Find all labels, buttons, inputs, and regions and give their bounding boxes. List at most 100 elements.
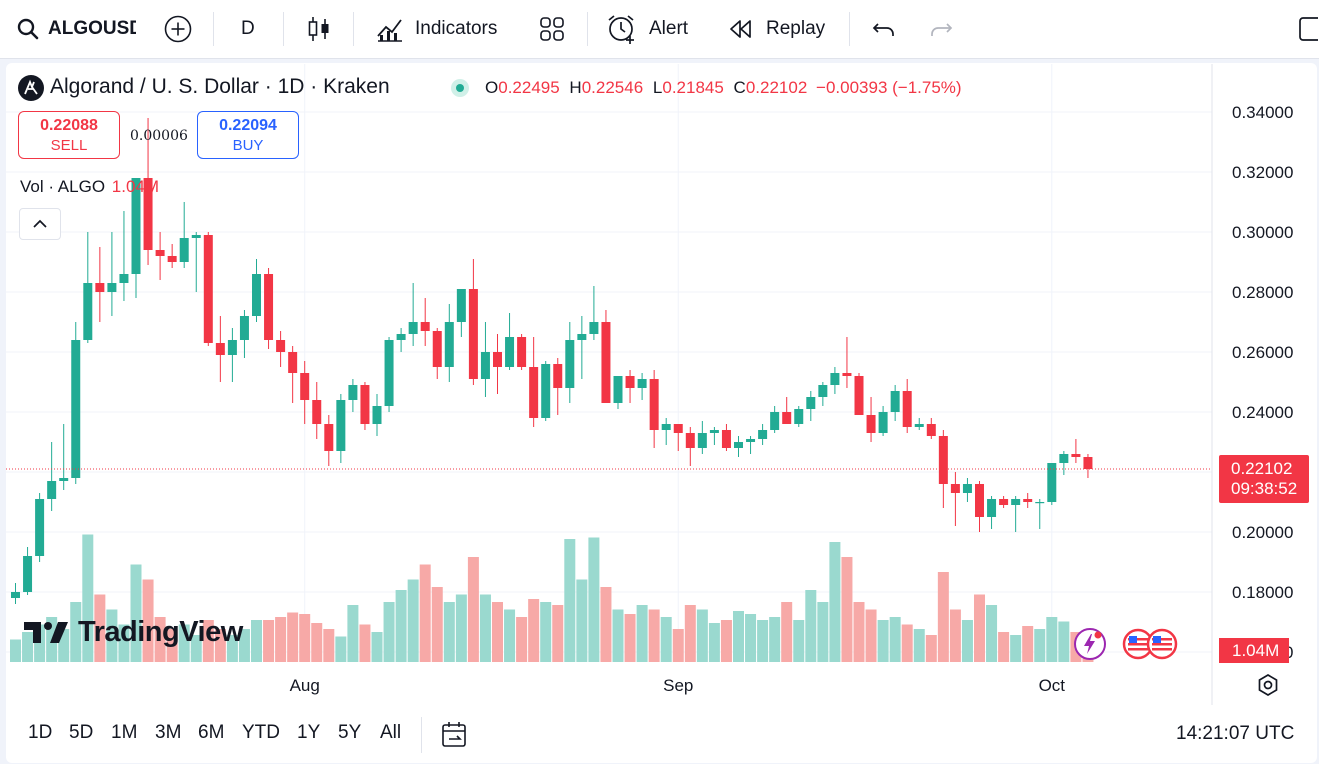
volume-bar	[504, 609, 516, 662]
volume-bar	[443, 602, 455, 662]
interval-button[interactable]: D	[241, 0, 255, 58]
volume-bar	[937, 572, 949, 662]
candles-icon	[308, 17, 329, 41]
range-1y[interactable]: 1Y	[297, 722, 321, 743]
volume-bar	[94, 594, 106, 662]
volume-bar	[781, 602, 793, 662]
volume-bar	[913, 629, 925, 662]
settings-button[interactable]	[1256, 673, 1280, 697]
collapse-legend-button[interactable]	[19, 208, 61, 240]
candle-body	[914, 424, 924, 427]
tradingview-watermark[interactable]: TradingView	[22, 614, 243, 650]
fast-order-button[interactable]	[1074, 628, 1106, 660]
goto-date-button[interactable]	[440, 720, 470, 750]
replay-button[interactable]: Replay	[728, 0, 825, 58]
range-1d[interactable]: 1D	[28, 722, 53, 743]
y-tick-label: 0.24000	[1232, 403, 1293, 422]
volume-bar	[540, 602, 552, 662]
range-all[interactable]: All	[380, 722, 402, 743]
volume-bar	[660, 617, 672, 662]
candle-body	[709, 430, 719, 433]
spread-value: 0.00006	[130, 128, 188, 144]
volume-legend-value: 1.04M	[111, 177, 160, 196]
top-toolbar: ALGOUSD D Indicators Alert Replay	[0, 0, 1319, 59]
volume-bar	[841, 557, 853, 662]
candle-body	[782, 412, 792, 424]
candle-body	[71, 340, 81, 478]
volume-bar	[757, 620, 769, 662]
events-button[interactable]	[1122, 628, 1180, 660]
utc-clock[interactable]: 14:21:07 UTC	[1176, 723, 1295, 744]
volume-bar	[359, 624, 371, 662]
volume-bar	[998, 632, 1010, 662]
volume-bar	[1022, 626, 1034, 662]
us-flag-icon	[1122, 628, 1178, 660]
range-ytd[interactable]: YTD	[242, 722, 280, 743]
range-6m[interactable]: 6M	[198, 722, 225, 743]
chart-type-button[interactable]	[306, 0, 332, 58]
window-icon	[1299, 17, 1318, 41]
chart-title: Algorand / U. S. Dollar · 1D · Kraken	[50, 75, 390, 98]
candle-body	[517, 337, 527, 367]
candle-body	[830, 373, 840, 385]
volume-bar	[576, 579, 588, 662]
volume-bar	[793, 620, 805, 662]
close-label: C	[733, 78, 746, 97]
volume-bar	[323, 629, 335, 662]
volume-bar	[1034, 629, 1046, 662]
indicators-button[interactable]: Indicators	[375, 0, 497, 58]
candle-body	[842, 373, 852, 376]
volume-bar	[226, 635, 238, 662]
candle-body	[1035, 502, 1045, 504]
volume-bar	[648, 609, 660, 662]
sell-button[interactable]: 0.22088 SELL	[18, 111, 120, 159]
candle-body	[107, 283, 117, 292]
buy-button[interactable]: 0.22094 BUY	[197, 111, 299, 159]
undo-button[interactable]	[872, 0, 896, 58]
ohlc-values: O0.22495 H0.22546 L0.21845 C0.22102 −0.0…	[485, 78, 962, 98]
volume-bar	[865, 609, 877, 662]
candle-body	[432, 331, 442, 367]
algorand-logo-icon	[24, 79, 38, 95]
range-5d[interactable]: 5D	[69, 722, 94, 743]
compare-button[interactable]	[163, 0, 193, 58]
volume-bar	[708, 623, 720, 662]
symbol-search[interactable]: ALGOUSD	[16, 0, 136, 58]
toolbar-divider	[283, 12, 284, 46]
templates-button[interactable]	[539, 0, 565, 58]
chevron-up-icon	[33, 219, 47, 228]
volume-bar	[106, 609, 118, 662]
volume-legend-label: Vol · ALGO	[20, 177, 106, 196]
candle-body	[239, 316, 249, 340]
volume-bar	[961, 620, 973, 662]
volume-bar	[528, 599, 540, 662]
range-3m[interactable]: 3M	[155, 722, 182, 743]
candle-body	[505, 337, 515, 367]
volume-legend: Vol · ALGO 1.04M	[20, 177, 159, 197]
candle-body	[35, 499, 45, 556]
calendar-arrow-icon	[442, 722, 466, 747]
redo-button[interactable]	[929, 0, 953, 58]
candle-body	[396, 334, 406, 340]
layout-button[interactable]	[1298, 0, 1318, 58]
search-icon	[17, 18, 39, 40]
buy-label: BUY	[232, 137, 264, 154]
volume-bar	[347, 605, 359, 662]
range-1m[interactable]: 1M	[111, 722, 138, 743]
candle-body	[565, 340, 575, 388]
grid-icon	[540, 17, 564, 41]
open-label: O	[485, 78, 499, 97]
market-status-dot[interactable]	[451, 79, 469, 97]
candle-body	[661, 424, 671, 430]
volume-bar	[479, 594, 491, 662]
volume-bar	[371, 632, 383, 662]
volume-bar	[817, 602, 829, 662]
candle-body	[601, 322, 611, 403]
candle-body	[770, 412, 780, 430]
range-5y[interactable]: 5Y	[338, 722, 362, 743]
y-tick-label: 0.30000	[1232, 223, 1293, 242]
low-value: 0.21845	[662, 78, 724, 97]
candle-body	[890, 391, 900, 412]
alert-button[interactable]: Alert	[606, 0, 688, 58]
